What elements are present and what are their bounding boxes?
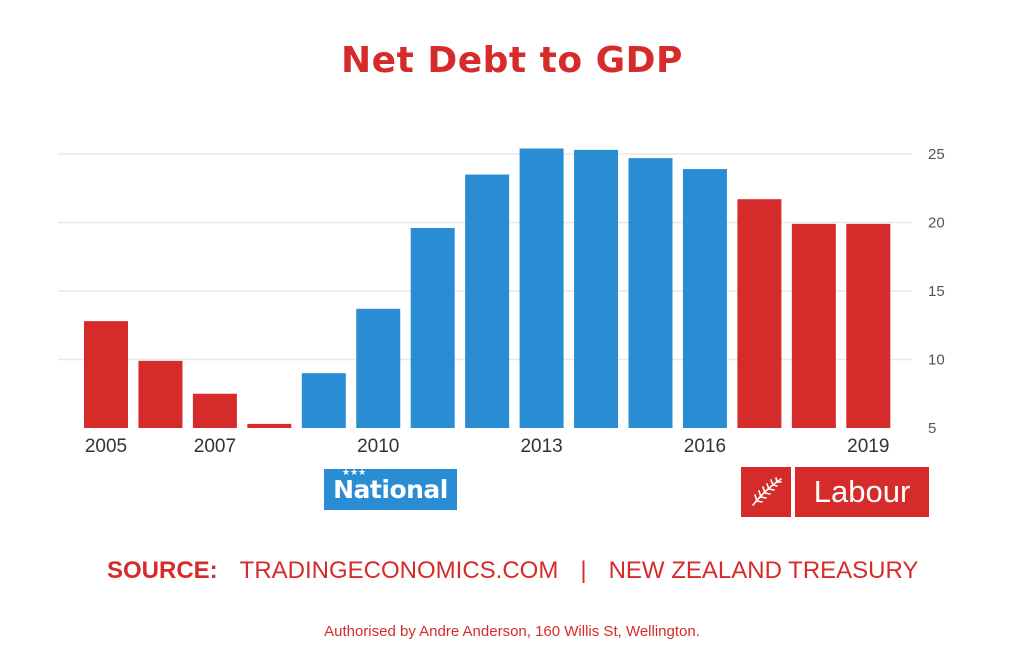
bar-2010 [356, 308, 401, 428]
bars [84, 148, 891, 429]
fern-icon [752, 477, 782, 506]
bar-2011 [410, 227, 455, 428]
x-tick-label: 2016 [684, 436, 726, 457]
bar-2014 [574, 149, 619, 428]
source-org: NEW ZEALAND TREASURY [608, 557, 919, 584]
y-tick-label: 15 [928, 283, 945, 300]
source-site: TRADINGECONOMICS.COM [239, 557, 559, 584]
labour-logo-box [741, 467, 929, 517]
y-tick-label: 10 [928, 352, 945, 369]
y-tick-label: 5 [928, 420, 936, 437]
bar-2013 [519, 148, 564, 428]
bar-chart: 25 20 15 10 5 2005 2007 2010 2013 2016 2019 [58, 146, 945, 457]
national-logo: National [333, 475, 448, 504]
y-axis-ticks: 25 20 15 10 5 [928, 146, 945, 437]
y-tick-label: 20 [928, 215, 945, 232]
x-axis-ticks: 2005 2007 2010 2013 2016 2019 [85, 436, 890, 457]
source-separator: | [580, 557, 587, 584]
source-line: SOURCE: TRADINGECONOMICS.COM | NEW ZEALAND … [107, 557, 918, 585]
x-tick-label: 2005 [85, 436, 127, 457]
national-logo-box [324, 469, 457, 510]
bar-2016 [682, 169, 727, 428]
bar-2012 [465, 174, 510, 428]
chart-title: Net Debt to GDP [341, 40, 683, 81]
x-tick-label: 2019 [847, 436, 889, 457]
bar-2007 [192, 393, 237, 428]
x-tick-label: 2013 [520, 436, 562, 457]
source-label: SOURCE: [107, 557, 218, 584]
bar-2009 [301, 373, 346, 428]
labour-logo: Labour [813, 474, 911, 509]
y-tick-label: 25 [928, 146, 945, 163]
bar-2008 [247, 423, 292, 428]
x-tick-label: 2010 [357, 436, 399, 457]
star-icon: ★★★ [342, 467, 367, 477]
bar-2005 [84, 321, 128, 428]
bar-2019 [846, 223, 891, 428]
authorised-note: Authorised by Andre Anderson, 160 Willis… [324, 623, 700, 640]
x-tick-label: 2007 [194, 436, 236, 457]
bar-2017 [737, 199, 782, 428]
bar-2006 [138, 360, 183, 428]
bar-2015 [628, 158, 673, 429]
bar-2018 [791, 223, 836, 428]
